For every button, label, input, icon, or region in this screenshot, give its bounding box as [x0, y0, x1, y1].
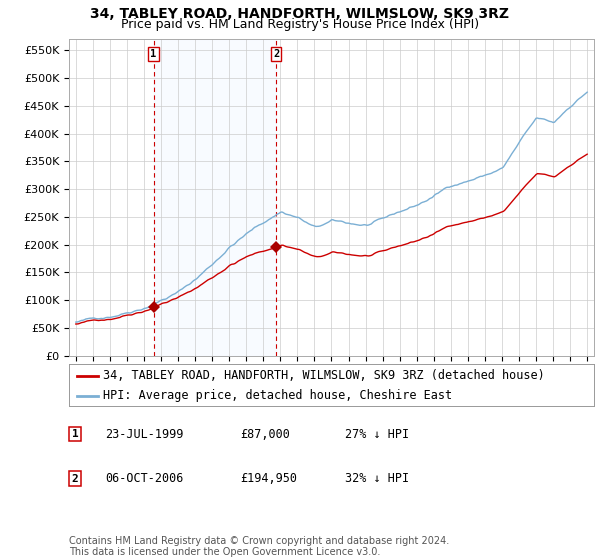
- Text: 23-JUL-1999: 23-JUL-1999: [105, 427, 184, 441]
- Text: 2: 2: [71, 474, 79, 484]
- Text: HPI: Average price, detached house, Cheshire East: HPI: Average price, detached house, Ches…: [103, 389, 452, 403]
- Text: 34, TABLEY ROAD, HANDFORTH, WILMSLOW, SK9 3RZ: 34, TABLEY ROAD, HANDFORTH, WILMSLOW, SK…: [91, 7, 509, 21]
- Text: 27% ↓ HPI: 27% ↓ HPI: [345, 427, 409, 441]
- Text: Contains HM Land Registry data © Crown copyright and database right 2024.
This d: Contains HM Land Registry data © Crown c…: [69, 535, 449, 557]
- Bar: [154, 39, 276, 356]
- Text: 32% ↓ HPI: 32% ↓ HPI: [345, 472, 409, 486]
- Text: Price paid vs. HM Land Registry's House Price Index (HPI): Price paid vs. HM Land Registry's House …: [121, 18, 479, 31]
- Text: 2: 2: [273, 49, 280, 59]
- Text: 06-OCT-2006: 06-OCT-2006: [105, 472, 184, 486]
- Text: 34, TABLEY ROAD, HANDFORTH, WILMSLOW, SK9 3RZ (detached house): 34, TABLEY ROAD, HANDFORTH, WILMSLOW, SK…: [103, 369, 545, 382]
- Text: 1: 1: [71, 429, 79, 439]
- Text: £194,950: £194,950: [240, 472, 297, 486]
- Text: 1: 1: [151, 49, 157, 59]
- Text: £87,000: £87,000: [240, 427, 290, 441]
